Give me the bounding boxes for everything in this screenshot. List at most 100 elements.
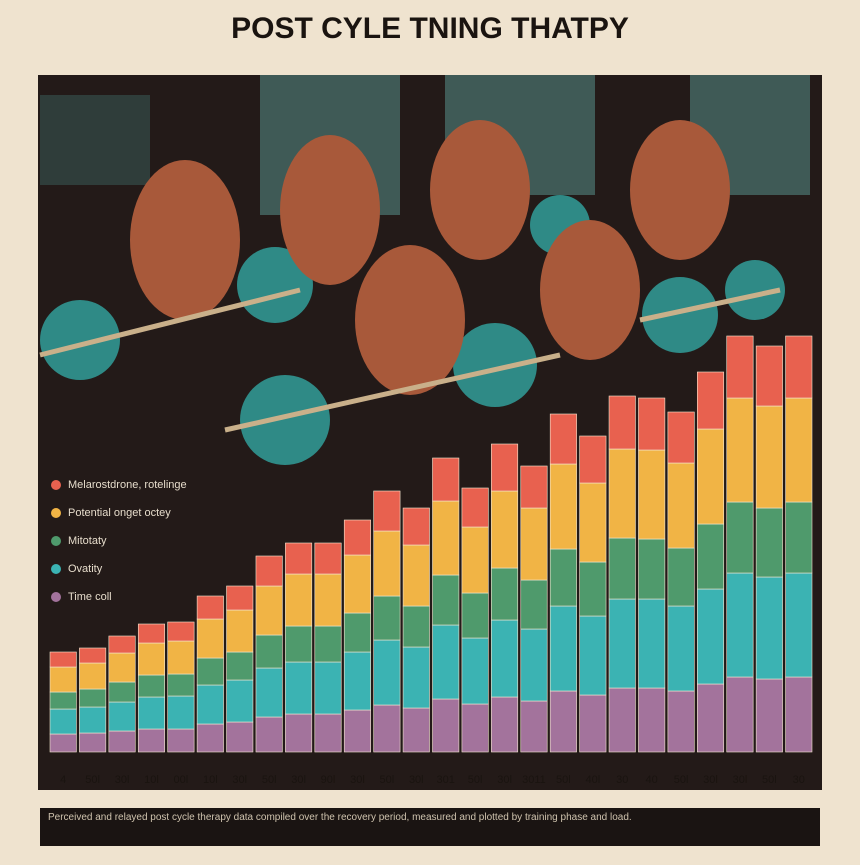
bar-segment bbox=[49, 651, 77, 668]
bar-segment bbox=[755, 507, 783, 578]
bar-segment bbox=[196, 684, 224, 725]
x-tick-label: 30l bbox=[703, 774, 718, 786]
bar-segment bbox=[196, 618, 224, 659]
athlete bbox=[540, 220, 640, 360]
bar-segment bbox=[638, 538, 666, 600]
plate bbox=[240, 375, 330, 465]
bar-segment bbox=[255, 634, 283, 669]
bar-segment bbox=[549, 463, 577, 550]
bar-segment bbox=[579, 694, 607, 753]
bar-segment bbox=[196, 657, 224, 686]
bar-segment bbox=[137, 642, 165, 676]
bar-segment bbox=[402, 707, 430, 753]
plate bbox=[725, 260, 785, 320]
bar-segment bbox=[608, 448, 636, 539]
bar-segment bbox=[167, 728, 195, 753]
bar-segment bbox=[667, 547, 695, 607]
bar-segment bbox=[549, 605, 577, 692]
bar-segment bbox=[226, 609, 254, 653]
chart-title: POST CYLE TNING THATPY bbox=[231, 12, 629, 45]
bar-segment bbox=[137, 728, 165, 753]
bar-segment bbox=[79, 662, 107, 690]
x-tick-label: 50l bbox=[674, 774, 689, 786]
bar-segment bbox=[785, 335, 813, 399]
bar-segment bbox=[726, 397, 754, 503]
bar-segment bbox=[255, 585, 283, 636]
bar-segment bbox=[343, 709, 371, 753]
x-tick-label: 30l bbox=[350, 774, 365, 786]
bar-segment bbox=[461, 487, 489, 528]
bar-segment bbox=[314, 713, 342, 753]
bar-segment bbox=[255, 667, 283, 718]
bar-segment bbox=[638, 449, 666, 540]
x-tick-label: 3011 bbox=[522, 774, 546, 786]
bar-segment bbox=[608, 395, 636, 450]
bar-segment bbox=[255, 716, 283, 753]
bar-segment bbox=[579, 561, 607, 617]
bar-segment bbox=[697, 371, 725, 430]
legend-swatch bbox=[51, 536, 61, 546]
bar-segment bbox=[491, 567, 519, 621]
x-tick-label: 50l bbox=[556, 774, 571, 786]
bar-segment bbox=[697, 588, 725, 685]
bar-segment bbox=[579, 435, 607, 484]
bar-segment bbox=[785, 501, 813, 574]
athlete bbox=[280, 135, 380, 285]
x-tick-label: 10l bbox=[203, 774, 218, 786]
bar-segment bbox=[373, 639, 401, 706]
bar-segment bbox=[608, 598, 636, 689]
bar-segment bbox=[432, 457, 460, 502]
bar-segment bbox=[226, 721, 254, 753]
bar-segment bbox=[285, 573, 313, 627]
bar-segment bbox=[785, 676, 813, 753]
bar-segment bbox=[726, 572, 754, 678]
bar-segment bbox=[79, 647, 107, 664]
x-tick-label: 30 bbox=[793, 774, 805, 786]
bar-segment bbox=[373, 704, 401, 753]
bar-segment bbox=[49, 708, 77, 735]
bar-segment bbox=[226, 679, 254, 723]
legend-label: Melarostdrone, rotelinge bbox=[68, 479, 187, 491]
bar-segment bbox=[432, 500, 460, 576]
legend-swatch bbox=[51, 564, 61, 574]
bar-segment bbox=[549, 690, 577, 753]
bar-segment bbox=[196, 595, 224, 620]
bar-segment bbox=[549, 413, 577, 465]
bar-segment bbox=[491, 490, 519, 569]
barbell bbox=[39, 287, 301, 358]
bar-segment bbox=[49, 691, 77, 710]
bar-segment bbox=[461, 703, 489, 753]
bar-segment bbox=[167, 695, 195, 730]
x-tick-label: 30l bbox=[115, 774, 130, 786]
bar-segment bbox=[167, 640, 195, 675]
bar-segment bbox=[285, 713, 313, 753]
x-tick-label: 4 bbox=[60, 774, 66, 786]
x-tick-label: 50l bbox=[762, 774, 777, 786]
bar-segment bbox=[461, 592, 489, 639]
bar-segment bbox=[402, 646, 430, 709]
bar-segment bbox=[755, 345, 783, 407]
bar-segment bbox=[726, 335, 754, 399]
plate bbox=[453, 323, 537, 407]
bar-segment bbox=[314, 573, 342, 627]
bar-segment bbox=[608, 687, 636, 753]
plate bbox=[642, 277, 718, 353]
bar-segment bbox=[520, 700, 548, 753]
bar-segment bbox=[196, 723, 224, 753]
bar-segment bbox=[520, 465, 548, 509]
bar-segment bbox=[167, 621, 195, 642]
legend-swatch bbox=[51, 592, 61, 602]
bar-segment bbox=[108, 730, 136, 753]
legend-label: Mitotaty bbox=[68, 535, 107, 547]
bar-segment bbox=[137, 674, 165, 698]
bar-segment bbox=[549, 548, 577, 607]
legend-swatch bbox=[51, 508, 61, 518]
plate bbox=[237, 247, 313, 323]
x-tick-label: 50l bbox=[262, 774, 277, 786]
athlete bbox=[630, 120, 730, 260]
bar-segment bbox=[285, 542, 313, 575]
bar-segment bbox=[79, 732, 107, 753]
bar-segment bbox=[638, 598, 666, 689]
athlete bbox=[130, 160, 240, 320]
